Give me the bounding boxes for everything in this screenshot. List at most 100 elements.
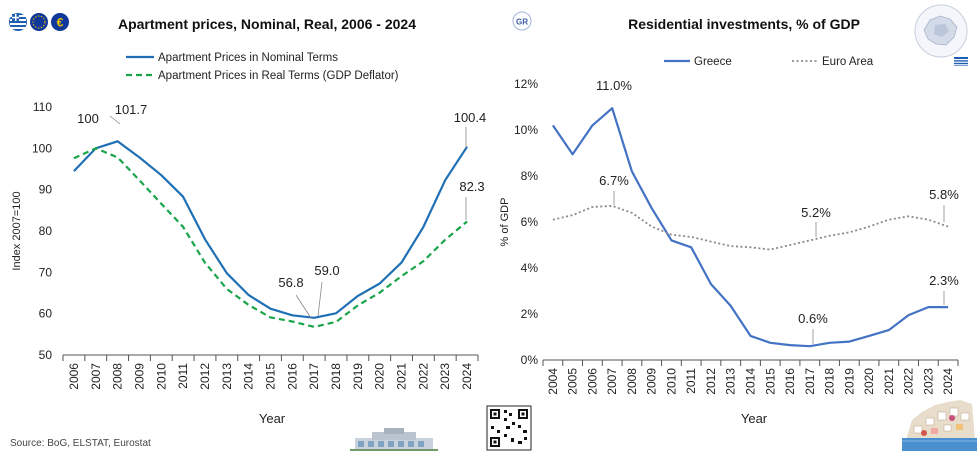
x-tick-label: 2009 bbox=[645, 368, 659, 395]
data-label: 100 bbox=[77, 111, 99, 126]
x-tick-label: 2023 bbox=[438, 363, 452, 390]
x-tick-label: 2012 bbox=[704, 368, 718, 395]
x-tick-label: 2016 bbox=[783, 368, 797, 395]
x-tick-label: 2021 bbox=[882, 368, 896, 395]
y-tick-label: 6% bbox=[521, 215, 539, 229]
left-chart-title: Apartment prices, Nominal, Real, 2006 - … bbox=[118, 16, 416, 32]
x-tick-label: 2014 bbox=[242, 363, 256, 390]
source-note: Source: BoG, ELSTAT, Eurostat bbox=[10, 438, 151, 449]
y-tick-label: 2% bbox=[521, 307, 539, 321]
x-tick-label: 2011 bbox=[684, 368, 698, 394]
y-tick-label: 110 bbox=[33, 100, 52, 114]
x-tick-label: 2015 bbox=[763, 368, 777, 395]
residential-investment-chart: Greece Euro Area 2004 2005 2006 2007 2008 2009… bbox=[499, 56, 959, 426]
header-logos: € bbox=[9, 13, 69, 31]
y-tick-label: 12% bbox=[514, 77, 538, 91]
europe-map-logo-icon bbox=[914, 4, 968, 58]
series-line-greece bbox=[551, 107, 949, 348]
x-tick-label: 2007 bbox=[89, 363, 103, 390]
right-legend: Greece Euro Area bbox=[664, 56, 874, 68]
x-tick-label: 2014 bbox=[744, 368, 758, 395]
x-tick-label: 2017 bbox=[307, 363, 321, 390]
x-tick-label: 2006 bbox=[585, 368, 599, 395]
y-tick-label: 10% bbox=[514, 123, 538, 137]
data-label: 6.7% bbox=[599, 173, 629, 188]
x-axis-title: Year bbox=[259, 411, 286, 426]
qr-code-icon bbox=[486, 405, 532, 451]
x-tick-label: 2012 bbox=[198, 363, 212, 390]
x-tick-label: 2015 bbox=[264, 363, 278, 390]
greece-flag-small-icon bbox=[954, 57, 968, 66]
right-axes: 2004 2005 2006 2007 2008 2009 2010 2011 2012 2013… bbox=[499, 77, 959, 426]
x-tick-label: 2013 bbox=[220, 363, 234, 390]
gr-badge-label: GR bbox=[516, 18, 528, 27]
y-tick-label: 100 bbox=[32, 141, 52, 155]
legend-label: Greece bbox=[694, 56, 732, 68]
x-tick-label: 2006 bbox=[67, 363, 81, 390]
bank-building-icon bbox=[350, 428, 438, 451]
right-series bbox=[551, 107, 949, 348]
x-tick-label: 2013 bbox=[724, 368, 738, 395]
left-axes: 2006 2007 2008 2009 2010 2011 2012 2013 2014 2015… bbox=[11, 100, 479, 426]
data-label: 56.8 bbox=[278, 275, 303, 290]
y-axis-title: Index 2007=100 bbox=[11, 191, 23, 270]
x-tick-label: 2010 bbox=[664, 368, 678, 395]
data-label-leader bbox=[317, 281, 323, 317]
data-label: 11.0% bbox=[596, 78, 632, 93]
y-tick-label: 4% bbox=[521, 261, 539, 275]
data-label: 100.4 bbox=[454, 110, 487, 125]
x-tick-label: 2005 bbox=[566, 368, 580, 395]
x-tick-label: 2024 bbox=[460, 363, 474, 390]
x-tick-label: 2018 bbox=[329, 363, 343, 390]
x-tick-label: 2024 bbox=[941, 368, 955, 395]
x-tick-label: 2008 bbox=[625, 368, 639, 395]
x-tick-label: 2009 bbox=[132, 363, 146, 390]
series-line-euro-area bbox=[552, 204, 949, 251]
x-tick-label: 2023 bbox=[921, 368, 935, 395]
x-tick-label: 2008 bbox=[111, 363, 125, 390]
legend-label: Apartment Prices in Nominal Terms bbox=[158, 52, 338, 64]
right-chart-title: Residential investments, % of GDP bbox=[628, 16, 860, 32]
x-tick-label: 2004 bbox=[546, 368, 560, 395]
x-tick-label: 2020 bbox=[862, 368, 876, 395]
x-tick-label: 2017 bbox=[803, 368, 817, 395]
legend-label: Apartment Prices in Real Terms (GDP Defl… bbox=[158, 70, 399, 82]
right-annotations: 11.0% 6.7% 5.2% 0.6% 5.8% 2.3% bbox=[596, 78, 959, 344]
svg-text:€: € bbox=[57, 16, 64, 30]
left-annotations: 100 101.7 56.8 59.0 100.4 82.3 bbox=[77, 102, 487, 319]
greece-flag-circle-icon bbox=[9, 13, 27, 31]
x-tick-label: 2011 bbox=[176, 363, 190, 389]
data-label-leader bbox=[295, 294, 312, 319]
y-tick-label: 90 bbox=[39, 183, 53, 197]
y-tick-label: 60 bbox=[39, 307, 53, 321]
y-tick-label: 50 bbox=[39, 348, 53, 362]
x-tick-label: 2022 bbox=[416, 363, 430, 390]
x-tick-label: 2018 bbox=[823, 368, 837, 395]
x-tick-label: 2019 bbox=[842, 368, 856, 395]
x-tick-label: 2019 bbox=[351, 363, 365, 390]
x-tick-label: 2007 bbox=[605, 368, 619, 395]
y-axis-title: % of GDP bbox=[499, 198, 511, 247]
data-label: 5.8% bbox=[929, 187, 959, 202]
left-legend: Apartment Prices in Nominal Terms Apartme… bbox=[126, 52, 399, 82]
data-label: 5.2% bbox=[801, 205, 831, 220]
y-tick-label: 0% bbox=[521, 353, 539, 367]
data-label: 0.6% bbox=[798, 311, 828, 326]
x-tick-label: 2021 bbox=[395, 363, 409, 390]
y-tick-label: 8% bbox=[521, 169, 539, 183]
data-label: 2.3% bbox=[929, 273, 959, 288]
series-line-apartment-prices-in-real-terms-gdp-deflator- bbox=[73, 147, 468, 328]
data-label-leader bbox=[109, 115, 121, 125]
x-axis-title: Year bbox=[741, 411, 768, 426]
y-tick-label: 70 bbox=[39, 265, 53, 279]
y-tick-label: 80 bbox=[39, 224, 53, 238]
data-label: 101.7 bbox=[115, 102, 148, 117]
data-label: 82.3 bbox=[459, 179, 484, 194]
x-tick-label: 2020 bbox=[373, 363, 387, 390]
x-tick-label: 2010 bbox=[154, 363, 168, 390]
series-line-apartment-prices-in-nominal-terms bbox=[73, 140, 469, 319]
x-tick-label: 2022 bbox=[902, 368, 916, 395]
left-series bbox=[73, 140, 469, 328]
gr-badge-icon: GR bbox=[512, 11, 532, 31]
euro-logo-icon: € bbox=[51, 13, 69, 31]
